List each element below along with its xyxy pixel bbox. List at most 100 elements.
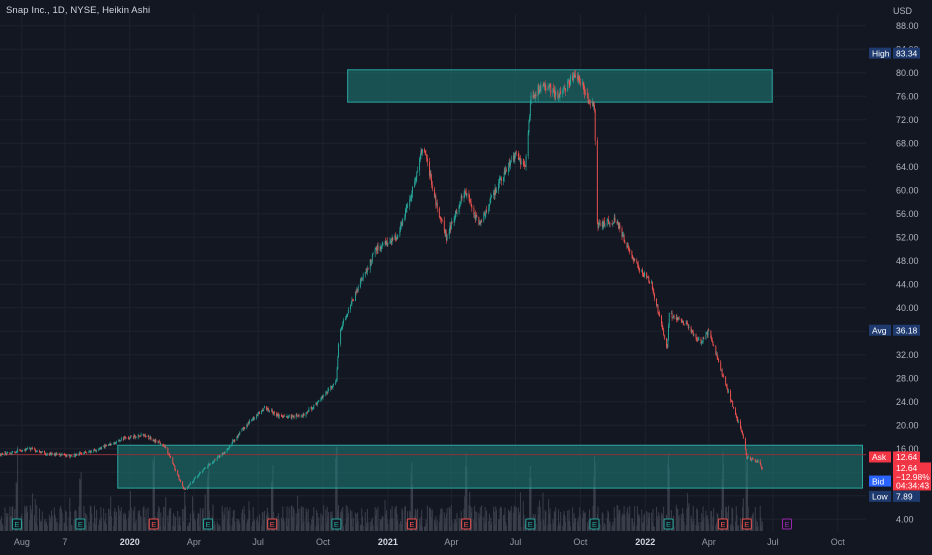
candle-body bbox=[425, 152, 426, 155]
candle-body bbox=[409, 199, 410, 206]
candle-body bbox=[488, 207, 489, 211]
candle-body bbox=[268, 408, 269, 410]
candle-body bbox=[661, 316, 662, 324]
ask-value: 12.64 bbox=[896, 452, 918, 462]
candle-body bbox=[708, 330, 709, 331]
candle-body bbox=[318, 402, 319, 403]
candle-body bbox=[662, 324, 663, 327]
candle-body bbox=[19, 450, 20, 451]
candle-body bbox=[631, 251, 632, 255]
candle-body bbox=[672, 313, 673, 318]
volume-bar bbox=[7, 513, 8, 531]
candle-body bbox=[526, 156, 527, 166]
volume-bar bbox=[521, 527, 522, 531]
candle-body bbox=[595, 109, 596, 141]
candle-body bbox=[174, 466, 175, 470]
candle-body bbox=[444, 221, 445, 231]
candle-body bbox=[746, 449, 747, 454]
candle-body bbox=[649, 282, 650, 284]
candle-body bbox=[610, 223, 611, 224]
candle-body bbox=[531, 95, 532, 104]
candle-body bbox=[145, 434, 146, 435]
candle-body bbox=[524, 164, 525, 166]
candle-body bbox=[74, 456, 75, 457]
y-tick-label: 24.00 bbox=[896, 397, 919, 407]
candle-body bbox=[296, 415, 297, 416]
candle-body bbox=[454, 217, 455, 218]
candle-body bbox=[642, 270, 643, 274]
candle-body bbox=[382, 244, 383, 245]
volume-bar bbox=[738, 525, 739, 531]
volume-bar bbox=[610, 521, 611, 531]
volume-bar bbox=[397, 521, 398, 531]
earnings-marker-label: E bbox=[270, 520, 275, 529]
candle-body bbox=[600, 223, 601, 226]
candle-body bbox=[663, 330, 664, 335]
candle-body bbox=[106, 445, 107, 446]
volume-bar bbox=[323, 505, 324, 531]
volume-bar bbox=[417, 509, 418, 531]
earnings-marker-label: E bbox=[744, 520, 749, 529]
candle-body bbox=[27, 448, 28, 449]
candle-body bbox=[358, 287, 359, 290]
y-tick-label: 52.00 bbox=[896, 232, 919, 242]
candle-body bbox=[46, 454, 47, 455]
candle-body bbox=[303, 414, 304, 416]
candle-body bbox=[753, 459, 754, 460]
candle-body bbox=[188, 487, 189, 488]
candle-body bbox=[346, 317, 347, 319]
volume-bar bbox=[328, 512, 329, 531]
volume-bar bbox=[447, 508, 448, 531]
candle-body bbox=[629, 249, 630, 251]
candle-body bbox=[758, 460, 759, 462]
candle-body bbox=[239, 432, 240, 435]
volume-bar bbox=[101, 517, 102, 531]
candle-body bbox=[587, 94, 588, 96]
candle-body bbox=[634, 259, 635, 260]
candle-body bbox=[514, 154, 515, 160]
candle-body bbox=[580, 82, 581, 83]
candle-body bbox=[614, 218, 615, 222]
volume-bar bbox=[545, 512, 546, 531]
volume-bar bbox=[387, 524, 388, 531]
candle-body bbox=[711, 338, 712, 340]
candle-body bbox=[288, 416, 289, 418]
candle-body bbox=[312, 409, 313, 410]
candle-body bbox=[170, 456, 171, 457]
candle-body bbox=[471, 206, 472, 208]
earnings-marker-label: E bbox=[592, 520, 597, 529]
x-tick-label: Apr bbox=[187, 537, 201, 547]
candle-body bbox=[274, 412, 275, 414]
candle-body bbox=[217, 457, 218, 460]
x-tick-label: 2022 bbox=[635, 537, 655, 547]
candle-body bbox=[323, 396, 324, 397]
candle-body bbox=[489, 204, 490, 207]
candle-body bbox=[406, 207, 407, 208]
candle-body bbox=[727, 385, 728, 389]
candle-body bbox=[490, 197, 491, 199]
volume-bar bbox=[713, 508, 714, 531]
candle-body bbox=[347, 316, 348, 317]
volume-bar bbox=[313, 507, 314, 531]
volume-bar bbox=[220, 526, 221, 531]
candle-body bbox=[308, 409, 309, 411]
candle-body bbox=[378, 246, 379, 250]
chart-title: Snap Inc., 1D, NYSE, Heikin Ashi bbox=[6, 5, 150, 16]
candle-body bbox=[16, 452, 17, 453]
candle-body bbox=[140, 436, 141, 437]
volume-bar bbox=[37, 526, 38, 531]
candle-body bbox=[684, 324, 685, 325]
x-tick-label: Oct bbox=[316, 537, 331, 547]
candle-body bbox=[337, 357, 338, 369]
candle-body bbox=[395, 236, 396, 238]
volume-bar bbox=[121, 507, 122, 531]
candle-body bbox=[365, 272, 366, 274]
support-zone[interactable] bbox=[118, 445, 863, 488]
volume-bar bbox=[180, 526, 181, 531]
candle-body bbox=[341, 328, 342, 329]
candle-body bbox=[16, 451, 17, 452]
candle-body bbox=[47, 453, 48, 454]
candle-body bbox=[417, 171, 418, 172]
